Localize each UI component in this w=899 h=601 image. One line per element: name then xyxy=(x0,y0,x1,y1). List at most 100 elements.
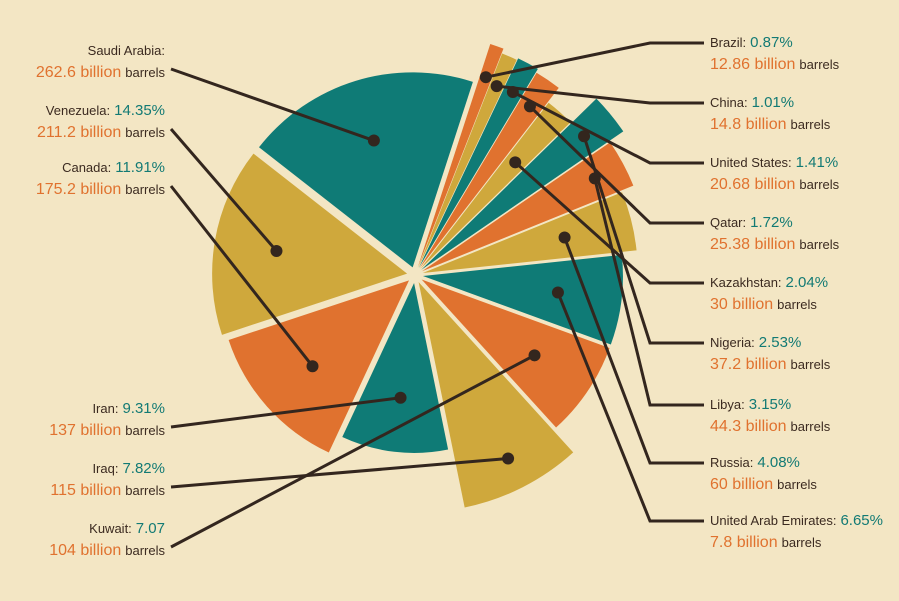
reserve-label: 104 billion barrels xyxy=(49,542,165,559)
share-label: 14.35% xyxy=(114,102,165,119)
leader-line xyxy=(485,41,704,79)
country-label: China: 1.01% xyxy=(710,94,794,111)
country-name: Kazakhstan: xyxy=(710,275,782,290)
reserve-unit: barrels xyxy=(125,483,165,498)
country-name: Russia: xyxy=(710,455,753,470)
pie-slice xyxy=(422,192,637,274)
pie-slice xyxy=(417,43,504,268)
leader-line xyxy=(170,353,536,549)
country-name: Brazil: xyxy=(710,35,746,50)
country-name: Qatar: xyxy=(710,215,746,230)
leader-line xyxy=(512,90,704,165)
leader-line xyxy=(496,84,704,105)
country-label: Venezuela: 14.35% xyxy=(46,102,165,119)
country-label: Qatar: 1.72% xyxy=(710,214,793,231)
pie-slice xyxy=(228,280,410,453)
share-label: 0.87% xyxy=(750,34,793,51)
leader-line xyxy=(582,135,704,345)
reserve-unit: barrels xyxy=(782,535,822,550)
country-name: Iran: xyxy=(92,401,118,416)
reserve-amount: 37.2 billion xyxy=(710,356,787,373)
reserve-amount: 25.38 billion xyxy=(710,236,795,253)
reserve-label: 37.2 billion barrels xyxy=(710,356,831,373)
leader-dot xyxy=(306,360,319,373)
reserve-unit: barrels xyxy=(777,477,817,492)
country-label: Kazakhstan: 2.04% xyxy=(710,274,828,291)
pie-slice xyxy=(421,279,610,428)
leader-line xyxy=(514,161,704,285)
country-label: Iran: 9.31% xyxy=(92,400,165,417)
leader-dot xyxy=(479,71,492,84)
reserve-unit: barrels xyxy=(125,543,165,558)
reserve-label: 137 billion barrels xyxy=(49,422,165,439)
reserve-label: 262.6 billion barrels xyxy=(36,64,166,81)
reserve-amount: 30 billion xyxy=(710,296,773,313)
reserve-label: 60 billion barrels xyxy=(710,476,817,493)
reserve-label: 14.8 billion barrels xyxy=(710,116,831,133)
leader-line xyxy=(563,237,704,465)
share-label: 3.15% xyxy=(749,396,792,413)
pie-slice xyxy=(418,282,574,508)
leader-line xyxy=(593,178,704,407)
share-label: 9.31% xyxy=(122,400,165,417)
share-label: 1.41% xyxy=(796,154,839,171)
country-name: China: xyxy=(710,95,748,110)
country-label: Kuwait: 7.07 xyxy=(89,520,165,537)
country-label: Iraq: 7.82% xyxy=(92,460,165,477)
country-label: Canada: 11.91% xyxy=(62,159,165,176)
leader-line xyxy=(170,396,401,429)
leader-line xyxy=(556,291,704,523)
country-label: Saudi Arabia: xyxy=(88,43,165,58)
pie-slice xyxy=(420,102,571,270)
reserve-unit: barrels xyxy=(125,423,165,438)
reserve-amount: 137 billion xyxy=(49,422,121,439)
country-label: United Arab Emirates: 6.65% xyxy=(710,512,883,529)
reserve-unit: barrels xyxy=(791,419,831,434)
pie-slice xyxy=(342,282,449,453)
pie-slice xyxy=(422,254,623,345)
country-name: Saudi Arabia: xyxy=(88,43,165,58)
reserve-amount: 115 billion xyxy=(50,482,121,499)
reserve-label: 12.86 billion barrels xyxy=(710,56,840,73)
share-label: 7.07 xyxy=(136,520,165,537)
country-label: Libya: 3.15% xyxy=(710,396,791,413)
leader-dot xyxy=(490,80,503,93)
leader-dot xyxy=(367,134,380,147)
leader-dot xyxy=(551,286,564,299)
country-label: Brazil: 0.87% xyxy=(710,34,793,51)
pie-slice xyxy=(422,142,634,272)
leader-line xyxy=(169,185,314,368)
reserve-amount: 60 billion xyxy=(710,476,773,493)
leader-line xyxy=(170,67,375,142)
reserve-unit: barrels xyxy=(799,237,839,252)
reserve-unit: barrels xyxy=(125,182,165,197)
leader-dot xyxy=(588,172,601,185)
leader-dot xyxy=(528,349,541,362)
reserve-amount: 211.2 billion xyxy=(37,124,121,141)
pie-slice xyxy=(419,72,559,269)
share-label: 2.04% xyxy=(786,274,829,291)
reserve-label: 175.2 billion barrels xyxy=(36,181,166,198)
leader-dot xyxy=(523,100,536,113)
country-name: United States: xyxy=(710,155,792,170)
reserve-unit: barrels xyxy=(799,177,839,192)
leader-dot xyxy=(394,391,407,404)
leader-dot xyxy=(558,231,571,244)
share-label: 7.82% xyxy=(122,460,165,477)
leader-dot xyxy=(270,244,283,257)
country-name: Iraq: xyxy=(92,461,118,476)
country-name: Libya: xyxy=(710,397,745,412)
share-label: 6.65% xyxy=(840,512,883,529)
reserve-unit: barrels xyxy=(125,125,165,140)
country-name: Venezuela: xyxy=(46,103,110,118)
reserve-unit: barrels xyxy=(125,65,165,80)
reserve-label: 20.68 billion barrels xyxy=(710,176,840,193)
reserve-amount: 12.86 billion xyxy=(710,56,795,73)
reserve-unit: barrels xyxy=(777,297,817,312)
reserve-label: 211.2 billion barrels xyxy=(37,124,165,141)
country-label: Russia: 4.08% xyxy=(710,454,800,471)
reserve-amount: 7.8 billion xyxy=(710,534,778,551)
leader-dot xyxy=(578,130,591,143)
leader-line xyxy=(169,128,278,252)
